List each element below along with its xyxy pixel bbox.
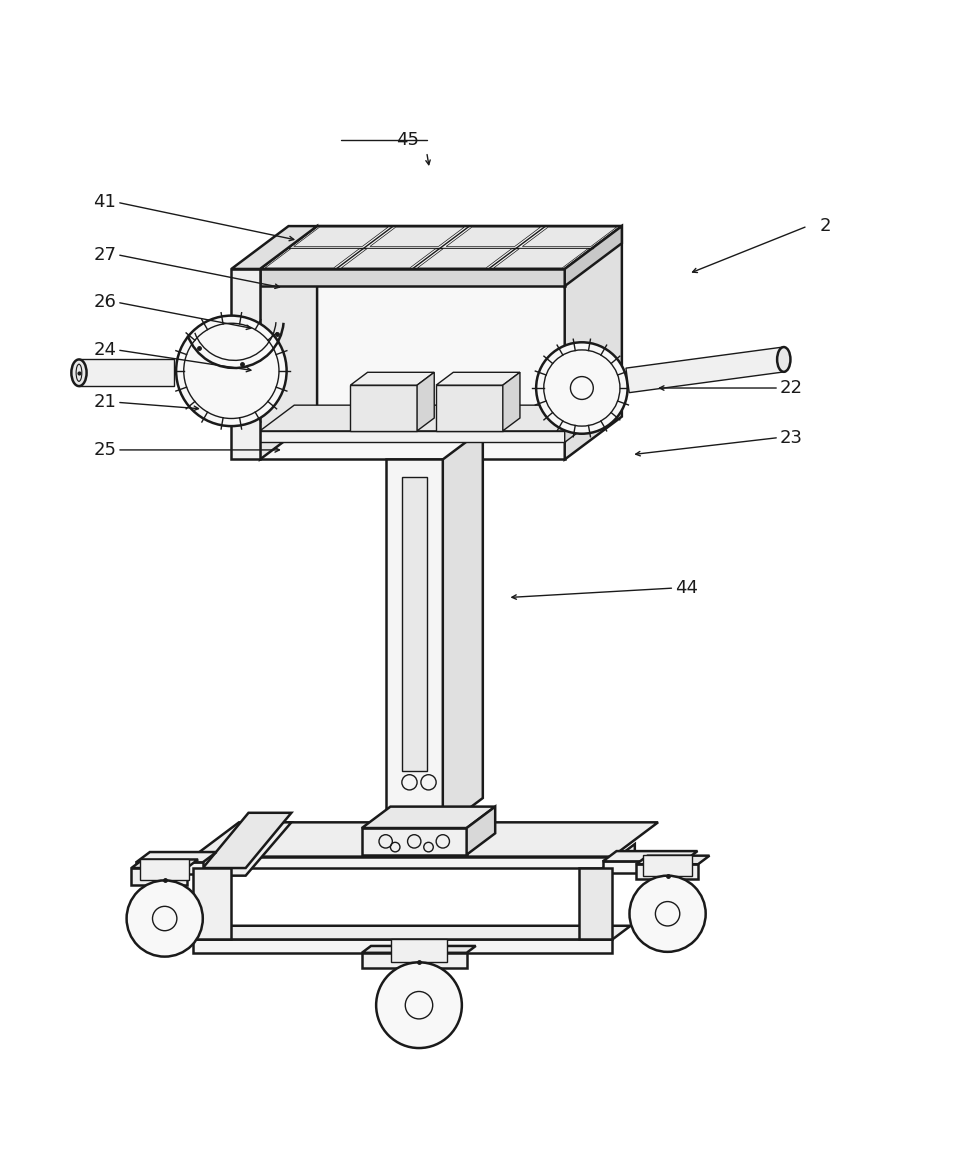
Ellipse shape xyxy=(536,342,627,434)
Polygon shape xyxy=(362,953,467,968)
Polygon shape xyxy=(194,856,612,868)
Polygon shape xyxy=(232,226,317,268)
Polygon shape xyxy=(467,806,495,855)
Polygon shape xyxy=(636,864,698,879)
Polygon shape xyxy=(564,226,622,459)
Polygon shape xyxy=(260,268,564,286)
Polygon shape xyxy=(136,862,203,874)
Polygon shape xyxy=(362,806,495,828)
Polygon shape xyxy=(401,477,426,771)
Text: 25: 25 xyxy=(93,441,116,459)
Polygon shape xyxy=(643,855,693,876)
Polygon shape xyxy=(136,852,217,862)
Polygon shape xyxy=(260,430,564,442)
Polygon shape xyxy=(260,226,317,459)
Polygon shape xyxy=(418,249,512,268)
Polygon shape xyxy=(232,268,260,459)
Ellipse shape xyxy=(777,347,790,371)
Polygon shape xyxy=(341,249,436,268)
Ellipse shape xyxy=(71,360,86,386)
Polygon shape xyxy=(203,813,291,868)
Polygon shape xyxy=(194,926,630,939)
Polygon shape xyxy=(522,227,617,246)
Text: 24: 24 xyxy=(93,341,116,359)
Polygon shape xyxy=(194,868,232,939)
Polygon shape xyxy=(626,347,786,392)
Polygon shape xyxy=(362,946,476,953)
Text: 44: 44 xyxy=(675,578,698,597)
Polygon shape xyxy=(260,226,622,268)
Polygon shape xyxy=(443,429,483,828)
Polygon shape xyxy=(131,860,198,868)
Polygon shape xyxy=(493,249,588,268)
Polygon shape xyxy=(436,373,520,385)
Polygon shape xyxy=(260,405,599,430)
Text: 22: 22 xyxy=(780,379,803,397)
Polygon shape xyxy=(362,828,467,855)
Polygon shape xyxy=(603,845,635,876)
Text: 45: 45 xyxy=(396,132,419,149)
Text: 41: 41 xyxy=(93,193,116,212)
Polygon shape xyxy=(351,373,434,385)
Ellipse shape xyxy=(176,316,286,426)
Polygon shape xyxy=(636,856,710,864)
Polygon shape xyxy=(203,823,291,876)
Polygon shape xyxy=(436,385,503,430)
Polygon shape xyxy=(503,373,520,430)
Polygon shape xyxy=(79,360,174,386)
Polygon shape xyxy=(131,868,187,885)
Polygon shape xyxy=(391,938,446,963)
Text: 21: 21 xyxy=(93,393,116,411)
Text: 26: 26 xyxy=(93,293,116,311)
Polygon shape xyxy=(603,861,684,872)
Text: 2: 2 xyxy=(820,218,832,235)
Polygon shape xyxy=(386,459,443,828)
Polygon shape xyxy=(603,852,697,861)
Polygon shape xyxy=(579,868,612,939)
Ellipse shape xyxy=(376,963,462,1048)
Polygon shape xyxy=(260,226,622,268)
Polygon shape xyxy=(417,373,434,430)
Polygon shape xyxy=(260,268,564,459)
Polygon shape xyxy=(194,823,658,856)
Polygon shape xyxy=(140,860,190,880)
Polygon shape xyxy=(194,939,612,953)
Ellipse shape xyxy=(126,880,203,957)
Polygon shape xyxy=(370,227,465,246)
Polygon shape xyxy=(294,227,388,246)
Polygon shape xyxy=(564,226,622,286)
Polygon shape xyxy=(351,385,417,430)
Ellipse shape xyxy=(629,876,706,952)
Text: 23: 23 xyxy=(780,428,803,447)
Polygon shape xyxy=(564,405,599,442)
Polygon shape xyxy=(265,249,359,268)
Polygon shape xyxy=(446,227,540,246)
Text: 27: 27 xyxy=(93,245,116,264)
